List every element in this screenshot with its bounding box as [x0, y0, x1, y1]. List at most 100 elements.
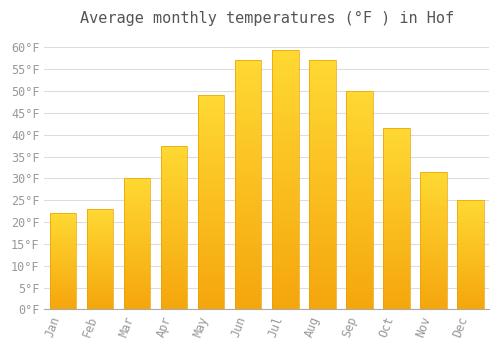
Bar [346, 248, 372, 251]
Bar [235, 245, 262, 247]
Bar [457, 233, 483, 234]
Bar [235, 125, 262, 128]
Bar [161, 242, 188, 244]
Bar [272, 96, 298, 99]
Bar [457, 231, 483, 232]
Bar [420, 285, 446, 286]
Bar [50, 261, 76, 262]
Bar [346, 207, 372, 209]
Bar [457, 223, 483, 224]
Bar [383, 230, 409, 232]
Bar [309, 78, 336, 80]
Bar [50, 239, 76, 240]
Bar [161, 244, 188, 246]
Bar [235, 145, 262, 148]
Bar [235, 225, 262, 227]
Bar [50, 245, 76, 246]
Bar [346, 202, 372, 205]
Bar [198, 155, 224, 158]
Bar [50, 287, 76, 288]
Bar [86, 282, 114, 284]
Bar [272, 159, 298, 161]
Bar [457, 247, 483, 248]
Bar [346, 253, 372, 255]
Bar [124, 188, 150, 189]
Bar [383, 226, 409, 228]
Bar [346, 235, 372, 237]
Bar [420, 278, 446, 279]
Bar [161, 215, 188, 216]
Bar [235, 202, 262, 205]
Bar [383, 224, 409, 226]
Bar [346, 281, 372, 283]
Bar [198, 215, 224, 217]
Bar [272, 138, 298, 140]
Bar [420, 308, 446, 309]
Bar [161, 224, 188, 226]
Bar [420, 268, 446, 270]
Bar [161, 257, 188, 259]
Bar [457, 230, 483, 231]
Title: Average monthly temperatures (°F ) in Hof: Average monthly temperatures (°F ) in Ho… [80, 11, 454, 26]
Bar [309, 143, 336, 145]
Bar [198, 127, 224, 130]
Bar [420, 301, 446, 303]
Bar [124, 239, 150, 240]
Bar [420, 303, 446, 304]
Bar [309, 262, 336, 265]
Bar [309, 280, 336, 282]
Bar [457, 211, 483, 212]
Bar [420, 212, 446, 213]
Bar [346, 176, 372, 178]
Bar [272, 161, 298, 164]
Bar [235, 255, 262, 257]
Bar [420, 271, 446, 272]
Bar [346, 189, 372, 191]
Bar [161, 237, 188, 239]
Bar [420, 232, 446, 234]
Bar [383, 232, 409, 233]
Bar [124, 266, 150, 267]
Bar [309, 255, 336, 257]
Bar [161, 191, 188, 193]
Bar [272, 195, 298, 198]
Bar [420, 220, 446, 222]
Bar [198, 100, 224, 102]
Bar [309, 153, 336, 155]
Bar [383, 184, 409, 186]
Bar [124, 190, 150, 191]
Bar [383, 215, 409, 217]
Bar [86, 260, 114, 261]
Bar [50, 214, 76, 215]
Bar [457, 288, 483, 289]
Bar [235, 237, 262, 240]
Bar [457, 255, 483, 256]
Bar [198, 117, 224, 119]
Bar [161, 247, 188, 249]
Bar [124, 299, 150, 300]
Bar [420, 250, 446, 252]
Bar [457, 237, 483, 238]
Bar [272, 55, 298, 57]
Bar [86, 296, 114, 298]
Bar [383, 302, 409, 304]
Bar [86, 215, 114, 216]
Bar [272, 99, 298, 102]
Bar [235, 93, 262, 95]
Bar [198, 275, 224, 278]
Bar [198, 160, 224, 162]
Bar [198, 219, 224, 222]
Bar [50, 230, 76, 231]
Bar [383, 203, 409, 204]
Bar [383, 168, 409, 170]
Bar [124, 212, 150, 214]
Bar [50, 256, 76, 257]
Bar [420, 191, 446, 193]
Bar [161, 147, 188, 149]
Bar [235, 217, 262, 220]
Bar [457, 229, 483, 230]
Bar [235, 182, 262, 185]
Bar [346, 272, 372, 274]
Bar [272, 198, 298, 200]
Bar [124, 185, 150, 186]
